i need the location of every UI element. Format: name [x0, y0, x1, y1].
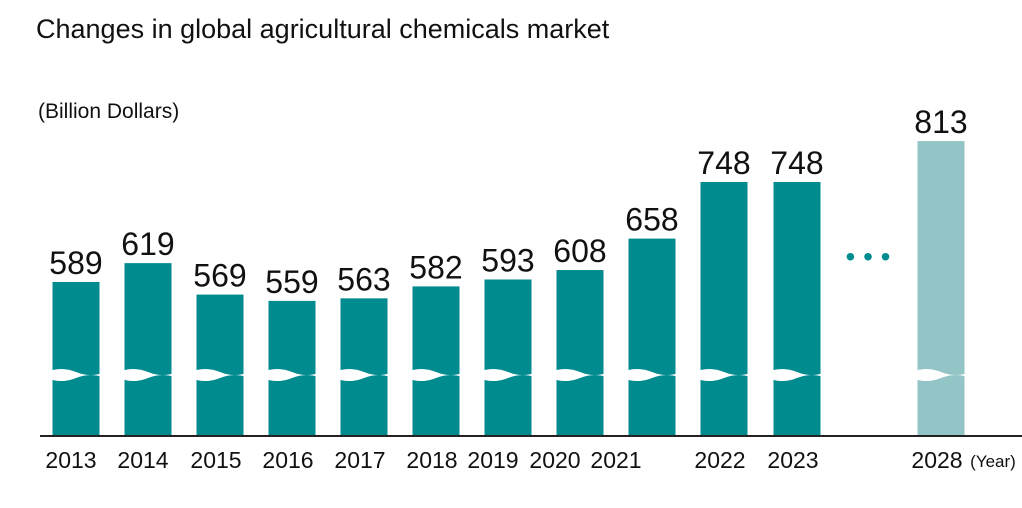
x-tick-2018: 2018: [406, 447, 457, 473]
axis-break-2019: [478, 369, 538, 381]
axis-break-2023: [767, 369, 827, 381]
value-label-2022: 748: [697, 145, 750, 181]
value-label-2013: 589: [49, 245, 102, 281]
bar-2014: [124, 263, 172, 436]
value-label-2023: 748: [770, 145, 823, 181]
value-label-2014: 619: [121, 226, 174, 262]
value-label-2020: 608: [553, 233, 606, 269]
axis-break-2017: [334, 369, 394, 381]
x-tick-2014: 2014: [117, 447, 168, 473]
x-tick-2017: 2017: [334, 447, 385, 473]
axis-break-2028: [911, 369, 971, 381]
x-tick-2019: 2019: [467, 447, 518, 473]
axis-break-2018: [406, 369, 466, 381]
bar-2028: [917, 141, 965, 436]
x-tick-2028: 2028: [911, 447, 962, 473]
value-label-2015: 569: [193, 258, 246, 294]
axis-break-2014: [118, 369, 178, 381]
bar-2022: [700, 181, 748, 436]
axis-break-2020: [550, 369, 610, 381]
bar-2013: [52, 282, 100, 436]
x-axis-unit-label: (Year): [970, 452, 1016, 471]
bar-2018: [412, 286, 460, 436]
value-label-2016: 559: [265, 264, 318, 300]
x-tick-2022: 2022: [694, 447, 745, 473]
chart-title: Changes in global agricultural chemicals…: [36, 14, 610, 44]
axis-break-2016: [262, 369, 322, 381]
bar-2021: [628, 238, 676, 436]
x-tick-2021: 2021: [590, 447, 641, 473]
bar-2019: [484, 279, 532, 436]
axis-break-2021: [622, 369, 682, 381]
bar-2017: [340, 298, 388, 436]
bar-2015: [196, 294, 244, 436]
value-label-2018: 582: [409, 249, 462, 285]
x-tick-2020: 2020: [529, 447, 580, 473]
y-unit-label: (Billion Dollars): [38, 100, 180, 123]
axis-break-2013: [46, 369, 106, 381]
bar-2020: [556, 270, 604, 436]
x-tick-2023: 2023: [767, 447, 818, 473]
value-label-2019: 593: [481, 242, 534, 278]
gap-ellipsis: • • •: [846, 241, 891, 272]
bar-2016: [268, 300, 316, 436]
value-label-2028: 813: [914, 104, 967, 140]
axis-break-2015: [190, 369, 250, 381]
axis-break-2022: [694, 369, 754, 381]
bar-2023: [773, 181, 821, 436]
x-tick-2013: 2013: [45, 447, 96, 473]
x-tick-2015: 2015: [190, 447, 241, 473]
value-label-2021: 658: [625, 202, 678, 238]
value-label-2017: 563: [337, 261, 390, 297]
x-tick-2016: 2016: [262, 447, 313, 473]
